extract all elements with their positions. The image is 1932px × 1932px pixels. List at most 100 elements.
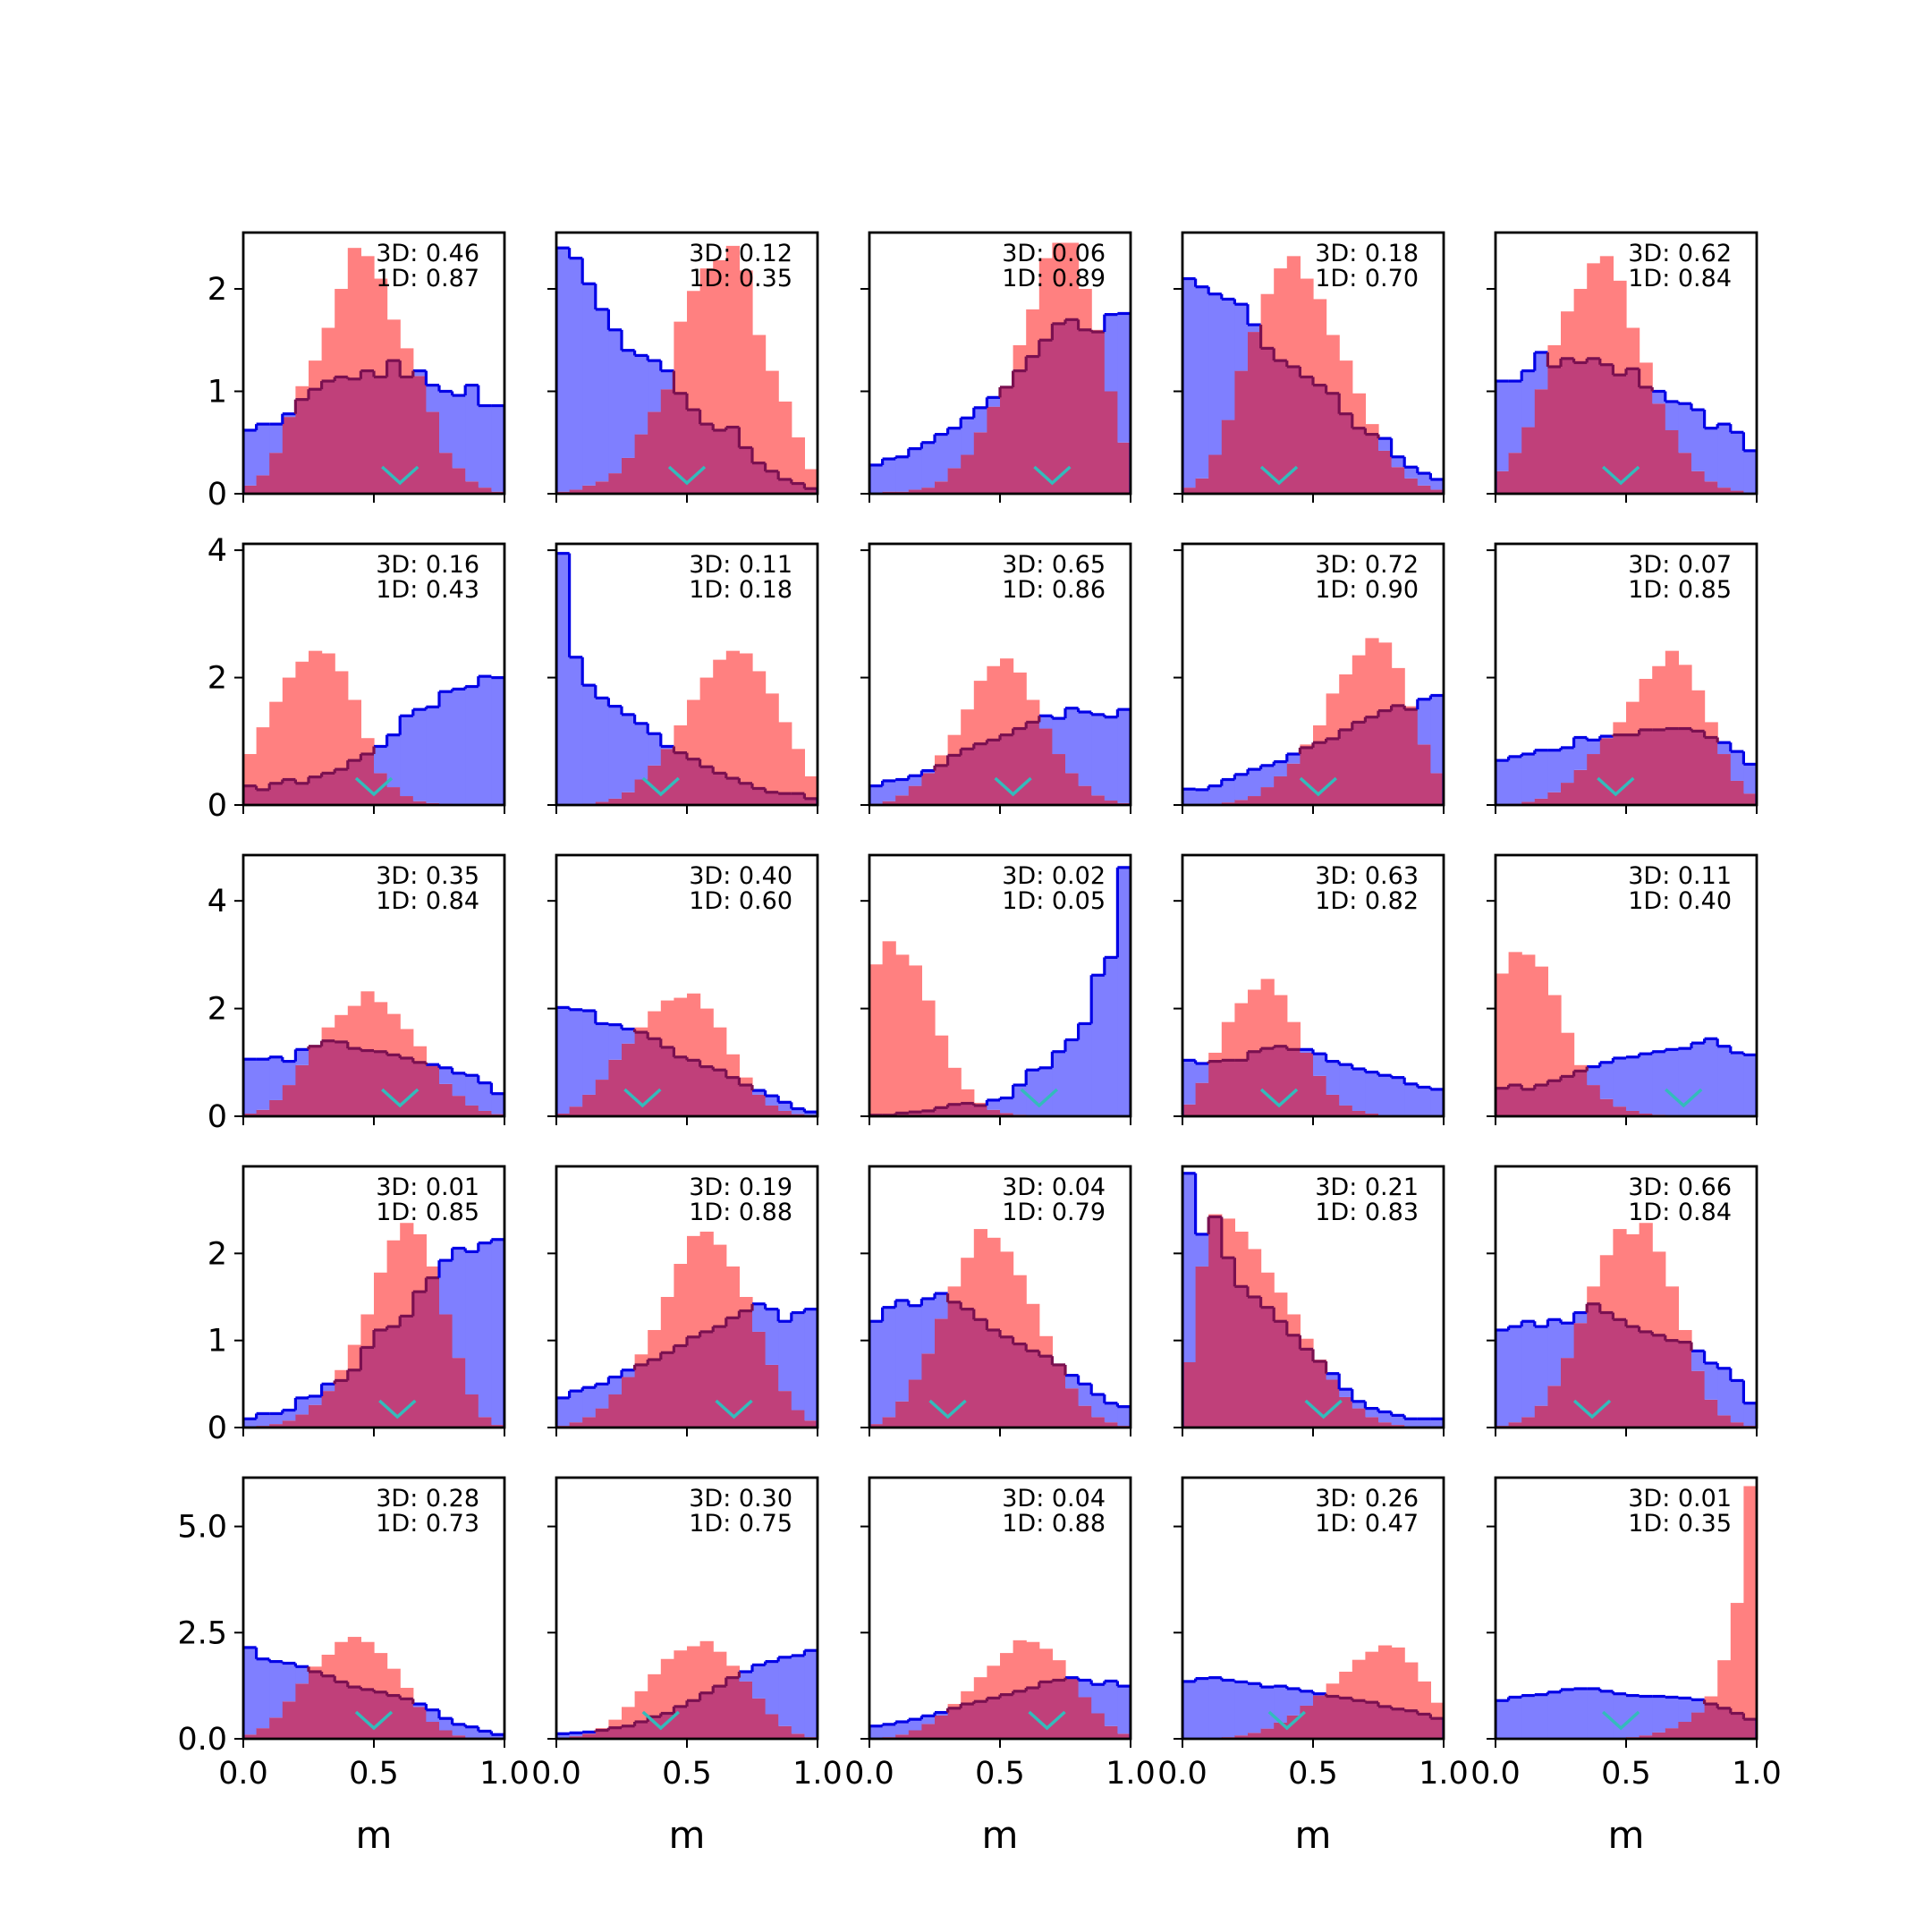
overlap-bar (412, 1292, 427, 1428)
plot-area (243, 248, 504, 494)
blue-bar (908, 1305, 922, 1380)
red-bar (1078, 288, 1092, 330)
annotation-3d: 3D: 0.18 (1315, 240, 1419, 267)
overlap-bar (622, 1725, 636, 1739)
red-bar (1652, 1251, 1666, 1335)
blue-bar (987, 1099, 1001, 1110)
blue-bar (256, 424, 270, 476)
overlap-bar (1038, 1682, 1053, 1739)
overlap-bar (386, 1055, 401, 1116)
plot-area (243, 1223, 504, 1428)
overlap-bar (1613, 375, 1627, 494)
overlap-bar (335, 1682, 349, 1739)
red-bar (699, 1232, 714, 1332)
overlap-bar (1730, 1713, 1744, 1739)
overlap-bar (752, 1698, 767, 1739)
overlap-bar (1208, 454, 1223, 494)
overlap-bar (1704, 1399, 1718, 1428)
blue-bar (269, 1661, 284, 1718)
red-bar (1013, 672, 1027, 729)
blue-bar (778, 1657, 792, 1726)
overlap-bar (1404, 478, 1419, 494)
overlap-bar (622, 1043, 636, 1116)
red-bar (335, 671, 349, 770)
red-bar (1365, 1651, 1379, 1703)
overlap-bar (725, 1677, 740, 1739)
overlap-bar (1234, 1060, 1249, 1116)
blue-bar (439, 1067, 453, 1084)
blue-bar (1300, 1690, 1314, 1706)
blue-bar (1117, 709, 1131, 803)
blue-bar (465, 1726, 479, 1738)
red-bar (321, 1027, 335, 1041)
red-bar (1300, 744, 1314, 748)
overlap-bar (1013, 1343, 1027, 1428)
blue-bar (1038, 716, 1053, 729)
overlap-bar (713, 1326, 727, 1428)
overlap-bar (660, 1046, 674, 1116)
overlap-bar (335, 377, 349, 494)
overlap-bar (1339, 413, 1353, 494)
red-bar (335, 1014, 349, 1042)
overlap-bar (1026, 356, 1040, 494)
annotation-3d: 3D: 0.11 (689, 551, 792, 579)
red-bar (1038, 1648, 1053, 1682)
overlap-bar (961, 749, 975, 805)
overlap-bar (908, 1730, 922, 1739)
overlap-bar (1521, 427, 1536, 494)
overlap-bar (1587, 754, 1601, 805)
red-bar (1521, 954, 1536, 1089)
overlap-bar (400, 796, 414, 805)
chevron-marker (1299, 776, 1338, 797)
red-bar (674, 997, 688, 1057)
blue-bar (1052, 1051, 1066, 1116)
blue-bar (1730, 1052, 1744, 1116)
red-bar (1391, 1647, 1405, 1709)
overlap-bar (1639, 1113, 1653, 1116)
red-bar (687, 1235, 701, 1337)
blue-bar (374, 746, 388, 774)
overlap-bar (1665, 430, 1679, 494)
blue-bar (1260, 1687, 1275, 1729)
blue-bar (309, 1395, 323, 1405)
red-bar (713, 659, 727, 774)
chevron-marker (1259, 465, 1299, 486)
overlap-bar (295, 1414, 309, 1428)
overlap-bar (1104, 391, 1118, 494)
overlap-bar (1378, 710, 1393, 805)
overlap-bar (569, 489, 583, 494)
annotation-1d: 1D: 0.79 (1002, 1199, 1106, 1226)
overlap-bar (1339, 1105, 1353, 1116)
red-bar (400, 1029, 414, 1058)
red-bar (947, 1286, 962, 1302)
red-bar (1326, 1683, 1340, 1697)
overlap-bar (791, 1733, 805, 1739)
red-bar (961, 1258, 975, 1309)
overlap-bar (947, 1301, 962, 1428)
red-bar (1221, 1218, 1235, 1258)
blue-bar (869, 1321, 884, 1425)
red-bar (335, 1641, 349, 1682)
red-bar (1352, 655, 1366, 723)
red-bar (973, 1229, 987, 1320)
blue-bar (582, 1387, 597, 1418)
overlap-bar (1391, 1708, 1405, 1739)
blue-bar (1117, 867, 1131, 1116)
red-bar (1430, 1702, 1444, 1719)
overlap-bar (1274, 775, 1288, 805)
overlap-bar (987, 406, 1001, 494)
overlap-bar (321, 1391, 335, 1428)
red-bar (1717, 1660, 1732, 1708)
red-bar (674, 1650, 688, 1707)
overlap-bar (687, 1336, 701, 1428)
blue-bar (412, 709, 427, 801)
x-tick-label: 0.0 (844, 1756, 894, 1792)
x-tick-label: 0.0 (218, 1756, 268, 1792)
red-bar (386, 1013, 401, 1055)
blue-bar (1561, 1689, 1575, 1739)
blue-bar (869, 785, 884, 804)
